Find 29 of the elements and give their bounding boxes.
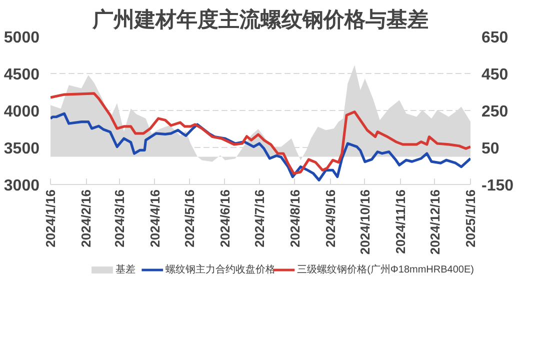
y2-tick-label: 450	[482, 66, 508, 84]
legend-label: 三级螺纹钢价格(广州Φ18mmHRB400E)	[297, 264, 474, 276]
x-tick-label: 2024/1/16	[43, 189, 58, 248]
line-series	[50, 112, 470, 182]
y-tick-label: 3000	[4, 178, 40, 194]
legend-label: 螺纹钢主力合约收盘价格	[166, 264, 276, 276]
x-tick-label: 2024/8/16	[287, 189, 302, 248]
chart-title: 广州建材年度主流螺纹钢价格与基差	[92, 8, 428, 32]
legend-label: 基差	[115, 264, 136, 276]
x-tick-label: 2024/5/16	[182, 189, 197, 248]
x-tick-label: 2024/7/16	[252, 189, 267, 248]
x-tick-label: 2024/6/16	[217, 189, 232, 248]
x-tick-label: 2025/1/16	[463, 189, 478, 248]
x-tick-label: 2024/4/16	[147, 189, 162, 248]
y-tick-label: 3500	[4, 140, 40, 158]
y2-tick-label: 250	[482, 104, 508, 120]
x-tick-label: 2024/10/16	[357, 189, 372, 255]
y-tick-label: 4500	[4, 66, 40, 84]
y2-tick-label: 650	[482, 30, 508, 46]
y-tick-label: 5000	[4, 30, 40, 46]
x-tick-label: 2024/3/16	[112, 189, 127, 248]
y2-tick-label: 50	[482, 140, 500, 158]
x-tick-label: 2024/11/16	[393, 189, 408, 254]
y-tick-label: 4000	[4, 104, 40, 120]
x-tick-label: 2024/2/16	[78, 189, 94, 248]
y2-tick-label: -150	[482, 178, 514, 194]
x-tick-label: 2024/12/16	[427, 189, 442, 255]
line-series	[50, 92, 470, 175]
x-tick-label: 2024/9/16	[323, 189, 338, 248]
